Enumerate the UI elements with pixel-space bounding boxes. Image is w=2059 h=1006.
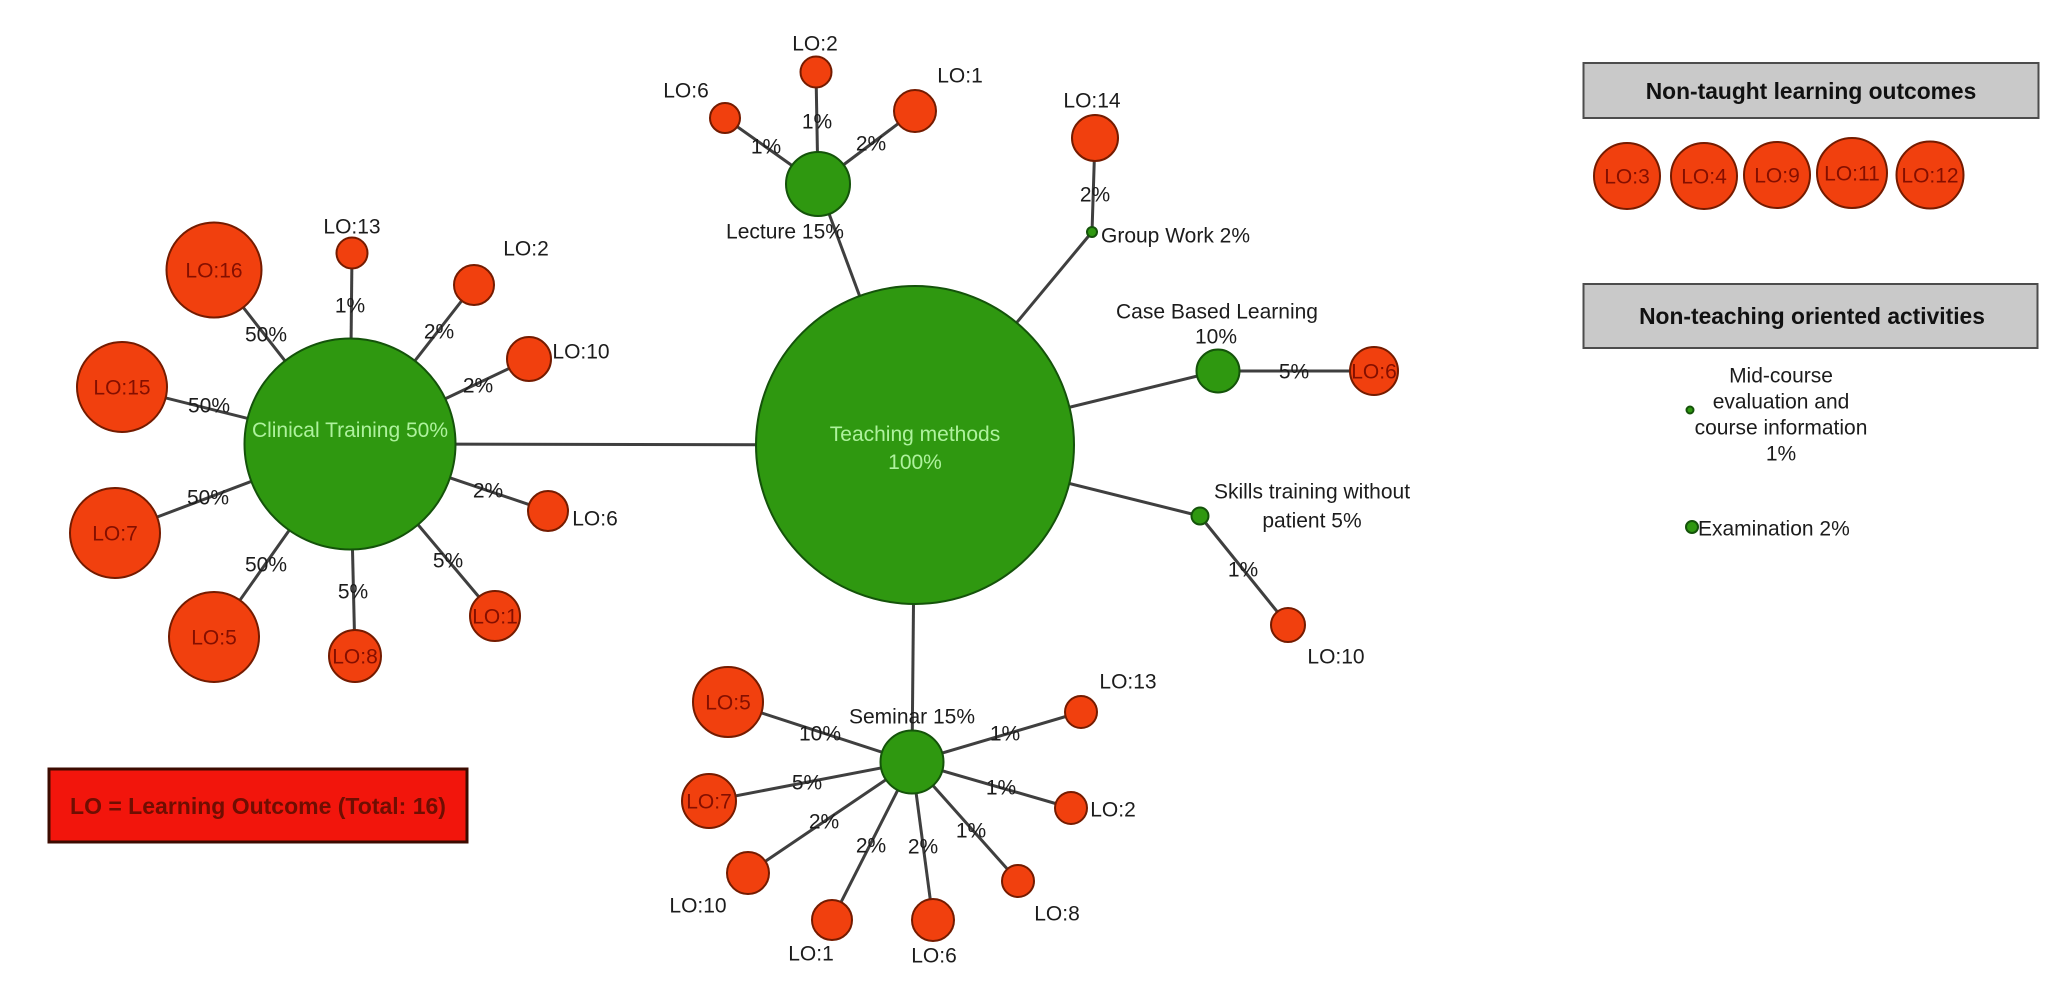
svg-text:Non-teaching oriented activiti: Non-teaching oriented activities <box>1639 303 1985 329</box>
svg-text:Teaching methods: Teaching methods <box>830 423 1000 446</box>
svg-text:LO:5: LO:5 <box>191 627 237 650</box>
svg-text:5%: 5% <box>1279 361 1309 384</box>
svg-text:patient 5%: patient 5% <box>1262 510 1361 533</box>
svg-text:Group Work 2%: Group Work 2% <box>1101 225 1250 248</box>
svg-text:LO:8: LO:8 <box>1034 903 1080 926</box>
svg-text:2%: 2% <box>463 375 493 398</box>
svg-text:2%: 2% <box>908 836 938 859</box>
svg-text:evaluation and: evaluation and <box>1713 391 1850 414</box>
svg-text:1%: 1% <box>335 295 365 318</box>
svg-text:LO:10: LO:10 <box>552 341 609 364</box>
svg-text:LO:1: LO:1 <box>472 606 518 629</box>
svg-text:5%: 5% <box>433 550 463 573</box>
svg-text:5%: 5% <box>338 581 368 604</box>
svg-text:LO:15: LO:15 <box>93 377 150 400</box>
svg-text:LO:16: LO:16 <box>185 260 242 283</box>
svg-text:2%: 2% <box>856 835 886 858</box>
svg-text:Skills training without: Skills training without <box>1214 481 1410 504</box>
svg-text:LO:6: LO:6 <box>911 945 957 968</box>
svg-text:LO:11: LO:11 <box>1824 163 1880 186</box>
svg-text:Mid-course: Mid-course <box>1729 365 1833 388</box>
svg-text:2%: 2% <box>424 321 454 344</box>
svg-text:1%: 1% <box>751 136 781 159</box>
svg-text:LO:14: LO:14 <box>1063 90 1121 113</box>
svg-text:Case Based Learning: Case Based Learning <box>1116 301 1318 324</box>
svg-text:50%: 50% <box>187 487 229 510</box>
svg-text:LO:2: LO:2 <box>1090 799 1136 822</box>
svg-text:5%: 5% <box>792 772 822 795</box>
svg-text:LO:2: LO:2 <box>792 33 838 56</box>
svg-text:Seminar 15%: Seminar 15% <box>849 706 975 729</box>
svg-text:LO:3: LO:3 <box>1604 166 1650 189</box>
svg-text:LO:6: LO:6 <box>572 508 618 531</box>
svg-text:LO:5: LO:5 <box>705 692 751 715</box>
svg-text:LO:7: LO:7 <box>686 791 732 814</box>
svg-text:Lecture 15%: Lecture 15% <box>726 221 844 244</box>
svg-text:1%: 1% <box>1766 443 1796 466</box>
svg-text:1%: 1% <box>956 820 986 843</box>
svg-text:2%: 2% <box>856 133 886 156</box>
svg-text:LO = Learning Outcome (Total:: LO = Learning Outcome (Total: 16) <box>70 793 446 819</box>
svg-text:LO:13: LO:13 <box>323 216 380 239</box>
svg-text:Examination 2%: Examination 2% <box>1698 518 1850 541</box>
svg-text:LO:10: LO:10 <box>669 895 726 918</box>
svg-text:Clinical Training 50%: Clinical Training 50% <box>252 419 448 442</box>
svg-text:LO:6: LO:6 <box>663 80 709 103</box>
svg-text:50%: 50% <box>188 395 230 418</box>
svg-text:Non-taught learning outcomes: Non-taught learning outcomes <box>1646 78 1977 104</box>
svg-text:LO:7: LO:7 <box>92 523 138 546</box>
svg-text:2%: 2% <box>809 811 839 834</box>
svg-text:10%: 10% <box>1195 326 1237 349</box>
svg-text:2%: 2% <box>473 480 503 503</box>
svg-text:1%: 1% <box>802 111 832 134</box>
svg-text:50%: 50% <box>245 324 287 347</box>
svg-text:LO:12: LO:12 <box>1901 165 1958 188</box>
svg-text:LO:1: LO:1 <box>937 65 983 88</box>
svg-text:2%: 2% <box>1080 184 1110 207</box>
svg-text:1%: 1% <box>990 723 1020 746</box>
svg-text:LO:10: LO:10 <box>1307 646 1364 669</box>
svg-text:LO:13: LO:13 <box>1099 671 1156 694</box>
svg-text:LO:8: LO:8 <box>332 646 378 669</box>
svg-text:100%: 100% <box>888 451 942 474</box>
svg-text:10%: 10% <box>799 723 841 746</box>
svg-text:50%: 50% <box>245 554 287 577</box>
svg-text:LO:9: LO:9 <box>1754 165 1800 188</box>
svg-text:LO:1: LO:1 <box>788 943 834 966</box>
svg-text:LO:6: LO:6 <box>1351 361 1397 384</box>
svg-text:1%: 1% <box>1228 559 1258 582</box>
svg-text:course information: course information <box>1695 417 1868 440</box>
svg-text:1%: 1% <box>986 777 1016 800</box>
svg-text:LO:2: LO:2 <box>503 238 549 261</box>
svg-text:LO:4: LO:4 <box>1681 166 1727 189</box>
